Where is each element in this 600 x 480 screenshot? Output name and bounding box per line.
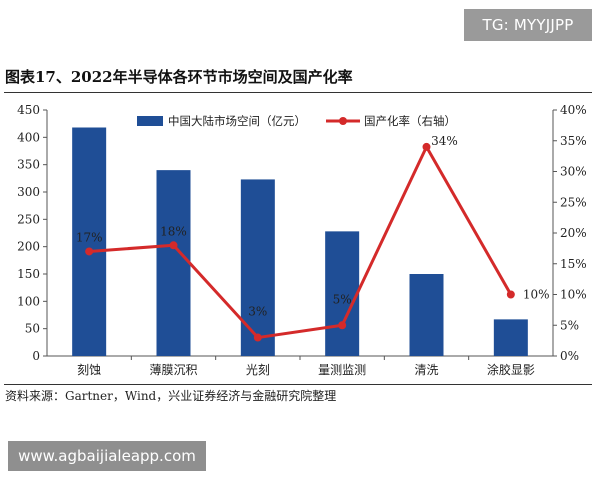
- right-tick-label: 35%: [560, 134, 587, 148]
- data-labels: 17% 18% 3% 5% 34% 10%: [76, 134, 550, 319]
- legend-bar-swatch: [137, 116, 163, 126]
- x-tick-label: 清洗: [414, 363, 438, 377]
- data-label: 3%: [248, 305, 267, 319]
- right-tick-label: 0%: [560, 349, 579, 363]
- line-point: [85, 247, 94, 256]
- x-tick-label: 光刻: [246, 363, 270, 377]
- figure-title: 图表17、2022年半导体各环节市场空间及国产化率: [5, 68, 353, 86]
- bar: [240, 179, 275, 356]
- bar: [156, 170, 191, 356]
- bar: [493, 319, 528, 356]
- line-series: [85, 142, 515, 342]
- line-point: [338, 321, 347, 330]
- right-tick-label: 15%: [560, 257, 587, 271]
- legend-line-label: 国产化率（右轴）: [364, 114, 456, 128]
- x-tick-label: 量测监测: [318, 363, 366, 377]
- right-tick-label: 10%: [560, 288, 587, 302]
- line-point: [169, 241, 178, 250]
- line-path: [89, 145, 513, 340]
- watermark-top: TG: MYYJJPP: [464, 9, 592, 41]
- left-tick-label: 100: [17, 294, 40, 308]
- line-point: [506, 290, 515, 299]
- data-label: 5%: [333, 292, 352, 306]
- x-tick-label: 刻蚀: [77, 363, 101, 377]
- data-label: 34%: [431, 134, 458, 148]
- data-label: 18%: [160, 224, 187, 238]
- left-tick-label: 0: [32, 349, 40, 363]
- line-point: [253, 333, 262, 342]
- left-tick-label: 300: [17, 185, 40, 199]
- left-tick-label: 400: [17, 130, 40, 144]
- right-tick-label: 30%: [560, 165, 587, 179]
- legend-bar-label: 中国大陆市场空间（亿元）: [168, 114, 306, 128]
- chart-legend: 中国大陆市场空间（亿元） 国产化率（右轴）: [137, 114, 456, 128]
- chart-axes: 0 50 100 150 200 250 300 350 400 450 0% 5% 10% 15% 20%…: [17, 103, 587, 377]
- data-label: 17%: [76, 230, 103, 244]
- left-tick-label: 350: [17, 158, 40, 172]
- data-label: 10%: [523, 288, 550, 302]
- right-tick-label: 40%: [560, 103, 587, 117]
- right-tick-label: 25%: [560, 195, 587, 209]
- watermark-bottom: www.agbaijialeapp.com: [8, 441, 206, 471]
- left-tick-label: 200: [17, 240, 40, 254]
- left-tick-label: 50: [25, 322, 40, 336]
- source-note: 资料来源：Gartner，Wind，兴业证券经济与金融研究院整理: [5, 389, 337, 403]
- left-tick-label: 250: [17, 212, 40, 226]
- left-tick-label: 150: [17, 267, 40, 281]
- bar: [325, 231, 360, 356]
- bar: [409, 274, 444, 356]
- bar: [72, 127, 107, 356]
- left-tick-label: 450: [17, 103, 40, 117]
- x-tick-label: 涂胶显影: [487, 362, 535, 377]
- title-divider: [4, 92, 592, 93]
- legend-line-marker: [339, 117, 347, 125]
- right-tick-label: 5%: [560, 318, 579, 332]
- line-point: [422, 142, 431, 151]
- right-tick-label: 20%: [560, 226, 587, 240]
- source-divider: [4, 384, 592, 385]
- x-tick-label: 薄膜沉积: [149, 362, 197, 377]
- bar-series: [72, 127, 528, 356]
